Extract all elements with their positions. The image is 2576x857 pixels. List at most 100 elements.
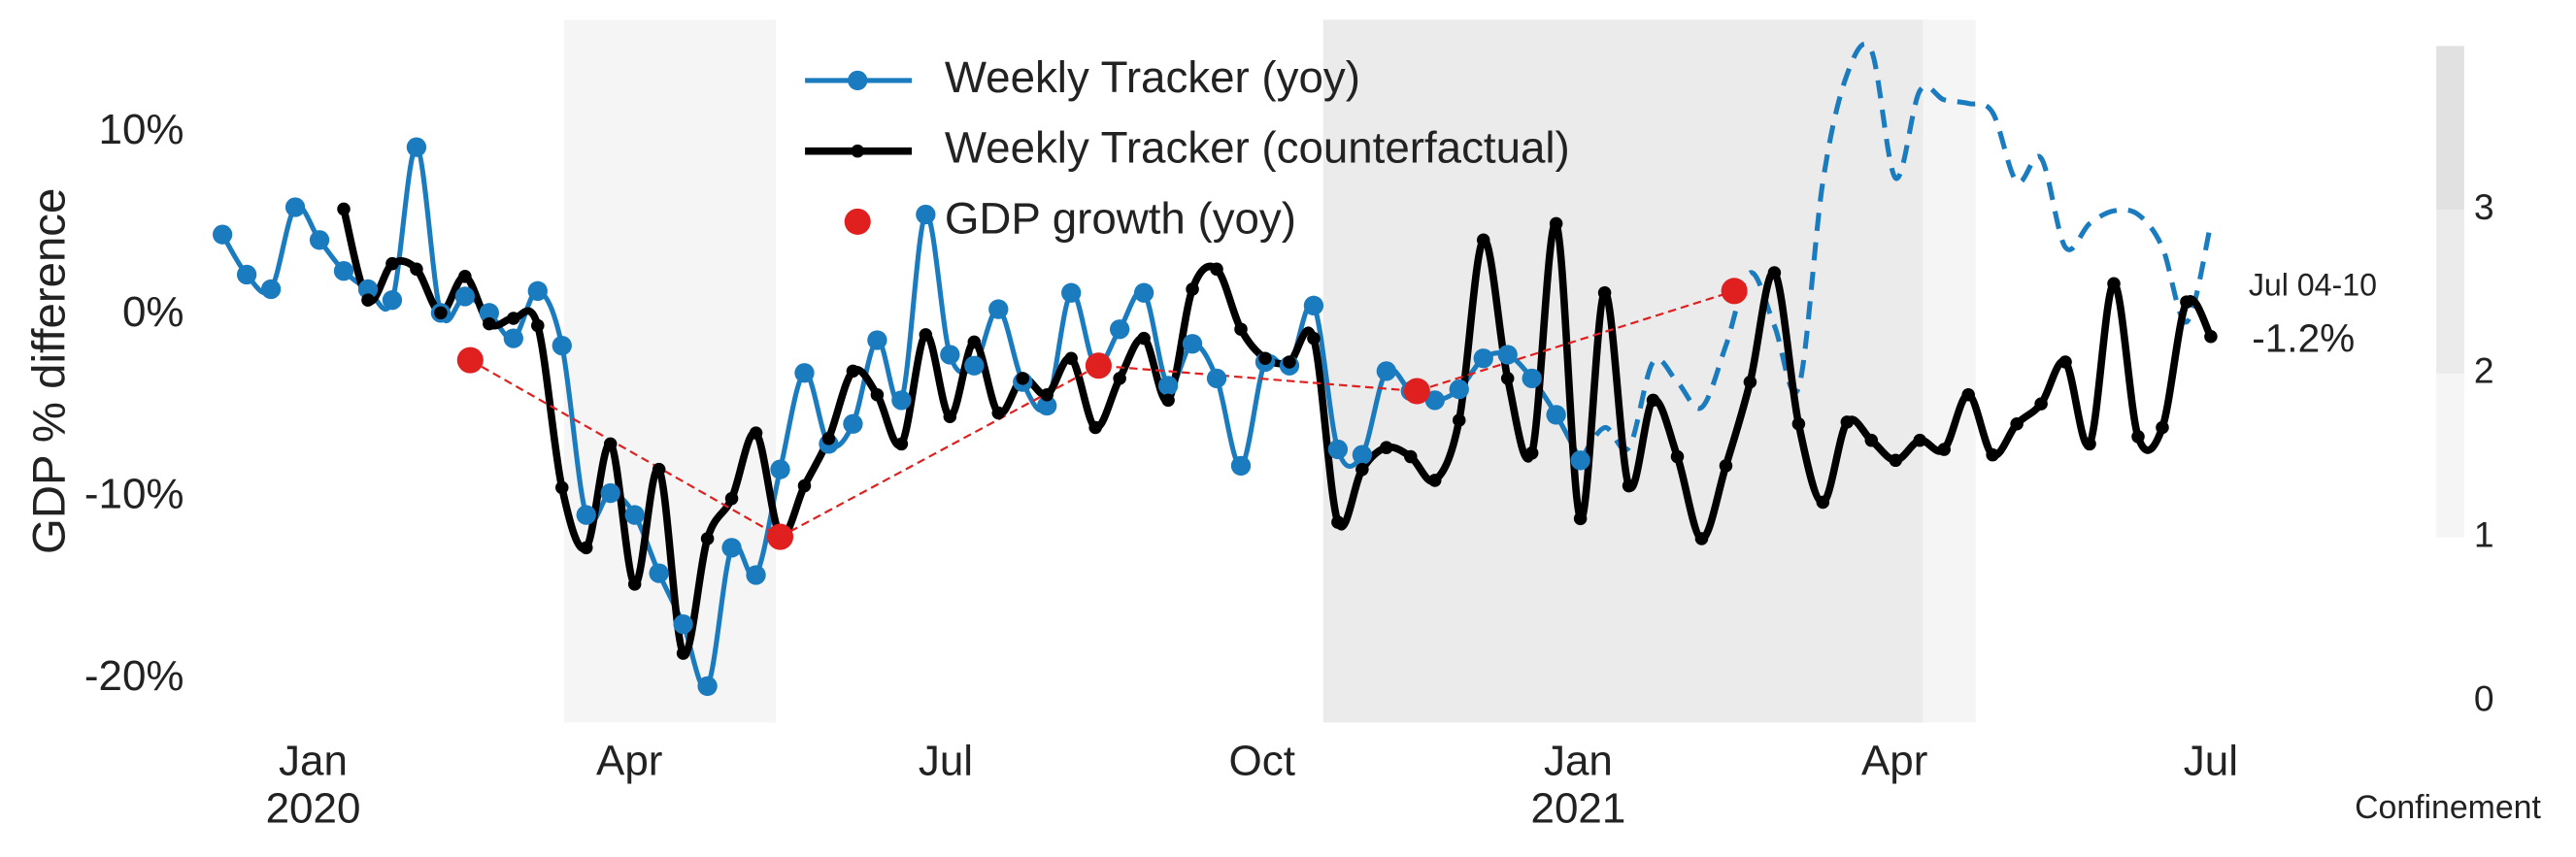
data-point <box>991 406 1006 420</box>
data-point <box>1064 351 1078 366</box>
x-year-label: 2021 <box>1531 784 1626 832</box>
data-point <box>309 230 330 250</box>
data-point <box>1522 368 1542 389</box>
data-point <box>770 459 790 479</box>
data-point <box>333 261 354 281</box>
data-point <box>870 387 885 402</box>
data-point <box>1327 439 1349 460</box>
data-point <box>456 346 484 374</box>
data-point <box>1380 441 1393 454</box>
colorbar-label: Confinement <box>2355 789 2541 826</box>
data-point <box>1210 262 1223 277</box>
data-point <box>1791 417 1806 431</box>
data-point <box>721 538 742 558</box>
data-point <box>212 224 233 245</box>
data-point <box>652 462 666 477</box>
data-point <box>1428 474 1442 487</box>
data-point <box>749 426 763 440</box>
data-point <box>1622 478 1636 493</box>
data-point <box>916 204 936 225</box>
data-point <box>1937 443 1951 456</box>
data-point <box>1840 415 1855 429</box>
data-point <box>361 293 375 307</box>
colorbar-segment <box>2436 46 2464 211</box>
data-point <box>1037 395 1057 416</box>
x-tick-label: Jul <box>2184 737 2238 784</box>
data-point <box>1570 450 1590 471</box>
data-point <box>821 432 836 445</box>
data-point <box>1016 372 1030 385</box>
colorbar-segment <box>2436 210 2464 374</box>
background-layer <box>563 19 1976 723</box>
x-tick-label: Oct <box>1229 737 1295 784</box>
data-point <box>479 303 499 323</box>
data-point <box>1088 420 1102 435</box>
data-point <box>891 390 912 411</box>
data-point <box>531 318 545 333</box>
data-point <box>1040 387 1054 402</box>
data-point <box>458 270 472 283</box>
annotation-value: -1.2% <box>2252 316 2355 361</box>
data-point <box>1331 515 1345 529</box>
data-point <box>919 328 933 342</box>
data-point <box>357 279 379 300</box>
data-point <box>746 565 766 585</box>
data-point <box>527 280 548 301</box>
data-point <box>1913 433 1927 447</box>
legend-label: Weekly Tracker (yoy) <box>945 52 1360 102</box>
colorbar-tick-label: 2 <box>2474 350 2494 391</box>
data-point <box>1889 453 1903 468</box>
data-point <box>434 306 448 320</box>
data-point <box>1186 282 1199 296</box>
data-point <box>600 482 620 504</box>
data-point <box>2156 420 2169 435</box>
data-point <box>624 505 645 525</box>
data-point <box>603 437 618 451</box>
data-point <box>507 312 520 325</box>
data-point <box>797 478 812 493</box>
confinement-region <box>1322 19 1924 723</box>
colorbar-tick-label: 1 <box>2474 514 2494 555</box>
data-point <box>236 264 257 285</box>
data-point <box>1500 372 1515 385</box>
x-tick-label: Jul <box>919 737 973 784</box>
data-point <box>260 279 282 300</box>
confinement-region <box>563 19 777 723</box>
data-point <box>410 262 423 277</box>
data-point <box>2058 355 2072 369</box>
data-point <box>1085 352 1112 379</box>
data-point <box>284 197 306 217</box>
data-point <box>964 355 985 376</box>
data-point <box>1061 282 1082 303</box>
data-point <box>1403 378 1430 405</box>
data-point <box>503 328 523 348</box>
x-tick-label: Jan <box>1544 737 1613 784</box>
data-point <box>385 256 399 271</box>
data-point <box>1694 532 1709 545</box>
data-point <box>1230 455 1252 477</box>
series-line <box>469 289 1735 539</box>
data-point <box>1303 295 1324 315</box>
data-point <box>1986 447 1999 462</box>
colorbar-tick-label: 0 <box>2474 677 2494 718</box>
data-point <box>894 437 909 451</box>
data-point <box>1473 348 1493 369</box>
data-point <box>382 290 403 311</box>
data-point <box>1258 351 1272 366</box>
data-point <box>1719 459 1733 473</box>
data-point <box>454 286 476 307</box>
legend-marker <box>851 144 864 158</box>
data-point <box>1721 278 1748 305</box>
data-point <box>1206 368 1227 389</box>
data-point <box>1283 355 1296 369</box>
data-point <box>1743 375 1757 389</box>
data-point <box>1452 413 1466 427</box>
data-point <box>1161 393 1175 408</box>
data-point <box>794 363 815 383</box>
data-point <box>766 523 794 550</box>
y-tick-label: -10% <box>84 470 184 517</box>
legend-entry: Weekly Tracker (yoy) <box>805 52 1360 102</box>
data-point <box>846 364 860 379</box>
data-point <box>2107 277 2121 291</box>
